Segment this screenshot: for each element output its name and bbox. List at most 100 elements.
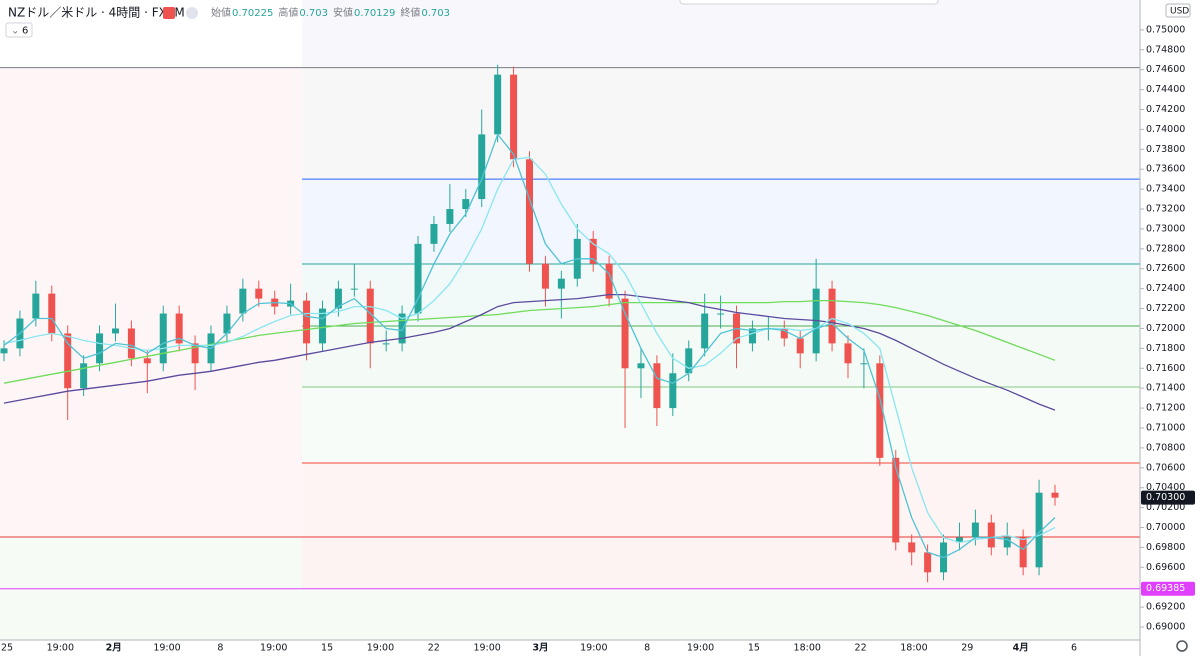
candle-body [239,288,247,314]
y-tick-label: 0.73200 [1146,204,1185,215]
candle-body [987,522,995,548]
x-tick-label: 15 [321,643,333,654]
y-tick-label: 0.74800 [1146,44,1185,55]
x-tick-label: 19:00 [687,643,714,654]
marks: 0.70300 0.69385 [0,64,1195,596]
candle-body [32,293,40,319]
collapse-button[interactable] [186,7,198,19]
candle-body [414,243,422,314]
level-band [302,386,1140,464]
candle-body [462,199,470,210]
x-tick-label: 19:00 [260,643,287,654]
candle-body [541,263,549,289]
x-tick-label: 18:00 [900,643,927,654]
ohlc-value: 0.703 [299,8,328,19]
ohlc-header: 始値 0.70225 高値 0.703 安値 0.70129 終値 0.703 [211,6,450,19]
candle-body [876,363,884,458]
candle-body [143,358,151,364]
indicator-toggle[interactable] [5,22,33,38]
moving-average [3,293,1056,411]
candle-body [621,298,629,369]
ohlc-label: 始値 [211,6,231,19]
currency-box[interactable] [1165,3,1191,18]
ohlc-label: 終値 [400,6,420,19]
x-tick-label: 29 [961,643,973,654]
x-tick-label: 22 [855,643,867,654]
chart-title: NZドル／米ドル · 4時間 · FXCM [8,6,185,20]
candle-body [685,348,693,374]
y-tick-label: 0.70800 [1146,442,1185,453]
axes: 0.690000.692000.694000.696000.698000.700… [1,24,1185,653]
candle-body [96,333,104,364]
flag-icon[interactable] [163,7,175,19]
candle-body [366,288,374,344]
candle-body [446,209,454,224]
candle-body [971,522,979,538]
x-tick-label: 22 [428,643,440,654]
y-tick-label: 0.73600 [1146,164,1185,175]
ohlc-value: 0.70129 [354,8,395,19]
y-tick-label: 0.74200 [1146,104,1185,115]
bottom-band [302,588,1140,640]
candle-body [780,328,788,339]
y-tick-label: 0.74400 [1146,84,1185,95]
x-tick-label: 6 [1071,643,1077,654]
candle-body [955,537,963,543]
x-tick-label: 8 [217,643,223,654]
y-tick-label: 0.73400 [1146,184,1185,195]
x-tick-label: 25 [1,643,13,654]
x-tick-label: 19:00 [47,643,74,654]
candle-body [653,363,661,409]
candle-body [844,343,852,364]
candle-body [0,348,8,354]
candle-body [717,313,725,315]
ohlc-value: 0.70225 [232,8,273,19]
candle-body [1019,537,1027,568]
price-tag [1141,581,1195,596]
y-tick-label: 0.71200 [1146,403,1185,414]
y-tick-label: 0.71600 [1146,363,1185,374]
x-tick-label: 15 [748,643,760,654]
candle-body [796,338,804,354]
candle-body [510,74,518,160]
x-tick-label: 18:00 [794,643,821,654]
y-tick-label: 0.69800 [1146,542,1185,553]
ohlc-label: 高値 [278,6,298,19]
candle-body [111,328,119,334]
candle-body [589,238,597,264]
candle-body [398,313,406,344]
bands [0,0,1140,640]
candle-body [860,363,868,365]
price-tag-label: 0.70300 [1146,492,1185,503]
candle-body [748,328,756,344]
y-tick-label: 0.69600 [1146,562,1185,573]
toolbar-edge[interactable] [679,0,939,5]
x-tick-label: 8 [644,643,650,654]
left-band [0,67,302,537]
y-tick-label: 0.75000 [1146,24,1185,35]
y-tick-label: 0.69200 [1146,602,1185,613]
candle-body [191,343,199,364]
x-tick-label: 19:00 [153,643,180,654]
y-tick-label: 0.70600 [1146,462,1185,473]
moving-average [3,156,1056,544]
candle-body [223,313,231,334]
candle-body [303,300,311,344]
y-tick-label: 0.72200 [1146,303,1185,314]
candle-body [908,542,916,553]
y-tick-label: 0.72800 [1146,243,1185,254]
y-tick-label: 0.72000 [1146,323,1185,334]
top-band [302,0,1140,68]
x-tick-label: 19:00 [580,643,607,654]
y-tick-label: 0.71000 [1146,422,1185,433]
currency: USD [1170,7,1189,17]
candle-body [175,313,183,344]
settings-icon[interactable] [1176,640,1188,652]
level-band [302,325,1140,387]
y-tick-label: 0.72600 [1146,263,1185,274]
candle-body [255,288,263,299]
y-tick-label: 0.72400 [1146,283,1185,294]
